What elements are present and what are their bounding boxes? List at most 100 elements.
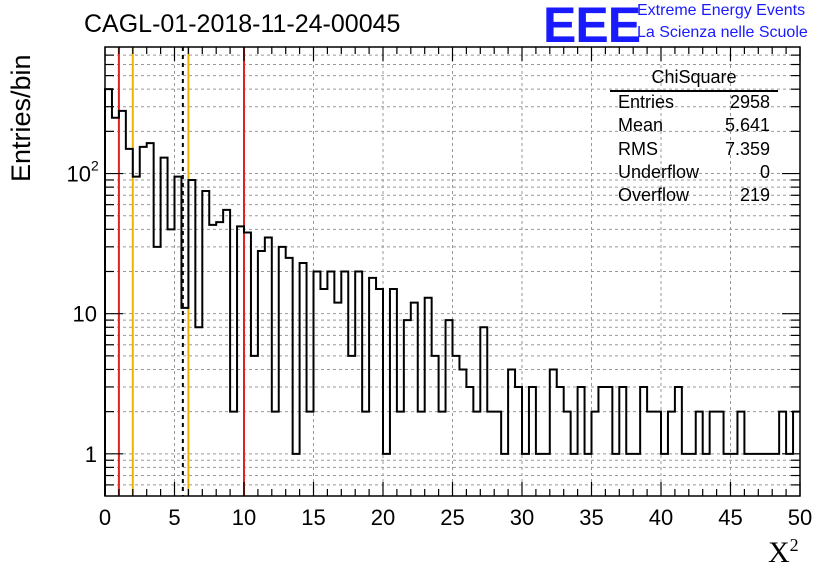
stats-row: Underflow 0 (610, 162, 778, 185)
histogram-bin (314, 272, 321, 497)
stats-label: RMS (618, 138, 658, 159)
stats-value: 5.641 (724, 115, 770, 136)
histogram-bin (626, 454, 633, 496)
histogram-bin (209, 225, 216, 496)
histogram-bin (473, 412, 480, 496)
histogram-bin (126, 149, 133, 496)
histogram-bin (300, 263, 307, 496)
histogram-bin (737, 412, 744, 496)
histogram-bin (772, 454, 779, 496)
histogram-bin (446, 320, 453, 496)
histogram-outline (104, 88, 800, 496)
x-tick-label: 35 (579, 505, 603, 530)
histogram-bin (293, 454, 300, 496)
histogram-bin (334, 303, 341, 496)
histogram-bin (112, 118, 119, 496)
histogram-bin (279, 247, 286, 496)
x-tick-label: 0 (99, 505, 111, 530)
histogram-bin (341, 272, 348, 497)
y-axis-label: Entries/bin (6, 54, 36, 182)
histogram-bin (758, 454, 765, 496)
histogram-bin (647, 412, 654, 496)
histogram-bin (487, 412, 494, 496)
histogram-bin (119, 111, 126, 496)
histogram-bin (529, 387, 536, 496)
x-tick-label: 10 (232, 505, 256, 530)
stats-row: RMS 7.359 (610, 139, 778, 162)
stats-value: 219 (739, 185, 770, 206)
x-axis-label-sup: 2 (789, 535, 799, 555)
histogram-bin (307, 412, 314, 496)
histogram-bin (696, 412, 703, 496)
histogram-bin (223, 210, 230, 496)
histogram-bin (147, 143, 154, 496)
stats-value: 0 (759, 161, 770, 182)
x-tick-label: 15 (301, 505, 325, 530)
stats-value: 7.359 (724, 138, 770, 159)
stats-row: Overflow 219 (610, 185, 778, 208)
y-tick-label: 10 (73, 302, 97, 327)
histogram-bin (251, 356, 258, 496)
y-tick-label-exponent: 2 (91, 158, 99, 174)
histogram-bin (571, 454, 578, 496)
histogram-bin (161, 158, 168, 496)
x-tick-label: 20 (371, 505, 395, 530)
histogram-bin (244, 232, 251, 496)
histogram-bin (550, 369, 557, 496)
x-tick-labels: 0 5 10 15 20 25 30 35 40 45 50 (99, 505, 812, 530)
histogram-bin (633, 454, 640, 496)
histogram-bin (689, 454, 696, 496)
histogram-bin (390, 289, 397, 496)
histogram-bin (619, 387, 626, 496)
x-tick-label: 5 (168, 505, 180, 530)
histogram-bin (397, 412, 404, 496)
stats-row: Entries 2958 (610, 92, 778, 115)
histogram-bin (133, 177, 140, 496)
logo-line-1: Extreme Energy Events (637, 2, 806, 19)
histogram-bin (751, 454, 758, 496)
histogram-bin (557, 387, 564, 496)
stats-label: Mean (618, 115, 664, 136)
histogram-bin (175, 177, 182, 496)
x-tick-label: 25 (440, 505, 464, 530)
y-tick-label: 10 (67, 162, 91, 187)
grid (105, 47, 800, 496)
histogram-bin (668, 412, 675, 496)
histogram-bin (404, 320, 411, 496)
histogram-bin (640, 387, 647, 496)
histogram-bin (140, 147, 147, 496)
y-axis-label-wrap: Entries/bin (6, 54, 36, 192)
histogram-bin (432, 356, 439, 496)
histogram-bin (592, 412, 599, 496)
x-tick-label: 50 (788, 505, 812, 530)
histogram-bin (181, 308, 188, 496)
stats-rows: Entries 2958 Mean 5.641 RMS 7.359 Underflow 0 Ov… (610, 92, 778, 208)
histogram-bin (369, 278, 376, 496)
x-axis-label-text: X (768, 536, 790, 569)
histogram-bin (585, 454, 592, 496)
histogram-bin (320, 289, 327, 496)
histogram-bin (675, 387, 682, 496)
histogram-bin (383, 454, 390, 496)
histogram-bin (612, 454, 619, 496)
x-tick-label: 45 (718, 505, 742, 530)
logo-line-2: La Scienza nelle Scuole (637, 24, 808, 41)
stats-row: Mean 5.641 (610, 115, 778, 138)
chart-title: CAGL-01-2018-11-24-00045 (84, 10, 401, 38)
histogram-bin (362, 412, 369, 496)
histogram-bin (724, 454, 731, 496)
histogram-bin (411, 303, 418, 496)
histogram-bin (188, 180, 195, 496)
histogram-bin (710, 412, 717, 496)
histogram-bin (682, 454, 689, 496)
stats-title: ChiSquare (610, 67, 778, 92)
histogram-bin (543, 454, 550, 496)
histogram-bin (731, 454, 738, 496)
histogram-bin (564, 412, 571, 496)
histogram-bin (348, 356, 355, 496)
histogram-bin (376, 289, 383, 496)
histogram-bin (578, 387, 585, 496)
histogram-bin (494, 412, 501, 496)
